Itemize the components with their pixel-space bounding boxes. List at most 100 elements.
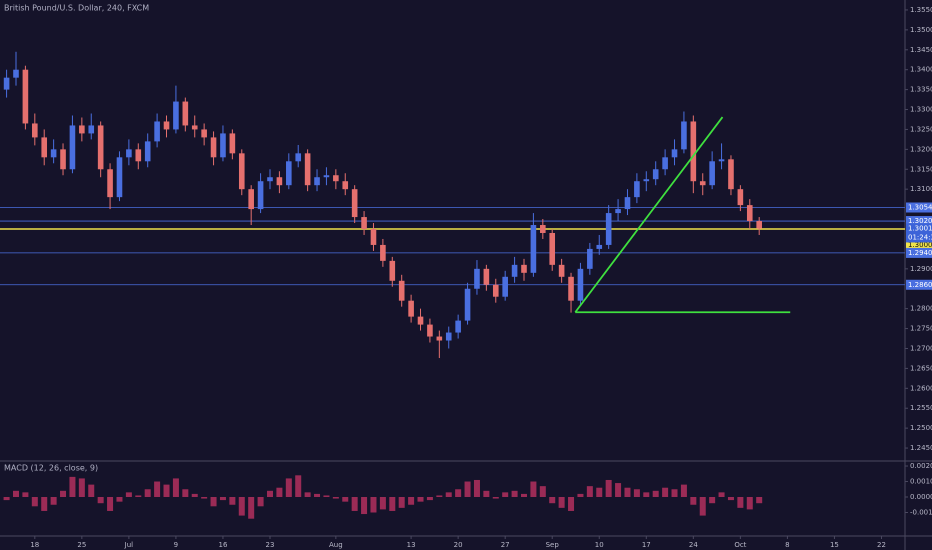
candle-body <box>398 280 405 301</box>
x-tick-label: 17 <box>642 541 651 549</box>
candle-body <box>248 189 254 210</box>
candle-body <box>577 268 584 301</box>
candle-body <box>662 157 668 170</box>
macd-bar <box>520 493 527 498</box>
macd-bar <box>464 481 471 498</box>
level-label: 1.28600 <box>908 281 932 289</box>
candle-body <box>210 137 217 158</box>
macd-bar <box>370 497 377 513</box>
macd-bar <box>50 497 57 505</box>
macd-bar <box>60 490 67 498</box>
level-label: 1.30540 <box>908 203 932 211</box>
macd-bar <box>201 497 208 499</box>
macd-bar <box>107 497 114 511</box>
candle-body <box>709 161 715 186</box>
macd-bar <box>285 478 292 498</box>
y-tick-label: 1.35000 <box>910 26 932 34</box>
candle-body <box>605 213 612 245</box>
macd-bar <box>426 497 433 501</box>
x-tick-label: 16 <box>218 541 227 549</box>
macd-bar <box>210 497 217 507</box>
macd-bar <box>671 489 678 498</box>
candle-body <box>530 225 537 273</box>
candle-body <box>50 149 57 158</box>
y-tick-label: 1.34500 <box>910 46 932 54</box>
macd-bar <box>737 497 744 508</box>
macd-bar <box>379 497 386 510</box>
macd-bar <box>323 495 330 498</box>
candle-body <box>699 181 706 186</box>
macd-bar <box>332 497 339 499</box>
candle-body <box>342 181 349 190</box>
x-tick-label: Aug <box>329 541 343 549</box>
macd-bar <box>549 497 556 504</box>
candle-body <box>97 125 104 170</box>
candle-body <box>511 264 518 277</box>
candle-body <box>304 153 311 186</box>
candle-body <box>22 69 29 124</box>
macd-bar <box>483 490 490 498</box>
y-tick-label: 1.33000 <box>910 106 932 114</box>
candle-body <box>41 137 48 158</box>
candle-body <box>257 181 264 210</box>
macd-bar <box>22 492 29 498</box>
macd-bar <box>473 479 480 498</box>
macd-bar <box>709 497 716 504</box>
y-tick-label: 1.34000 <box>910 66 932 74</box>
macd-bar <box>31 497 38 507</box>
candle-body <box>69 125 76 170</box>
macd-bar <box>624 487 631 498</box>
macd-bar <box>257 497 264 507</box>
macd-bar <box>191 493 198 498</box>
macd-bar <box>727 497 734 501</box>
candle-body <box>220 133 226 158</box>
candle-body <box>756 221 762 229</box>
candle-body <box>558 264 565 277</box>
candle-body <box>163 121 170 130</box>
macd-bar <box>342 497 349 502</box>
candle-body <box>549 232 556 265</box>
candle-body <box>314 177 320 186</box>
countdown-label: 01:24:37 <box>908 233 932 241</box>
macd-bar <box>680 484 687 498</box>
candle-body <box>370 229 377 245</box>
candle-body <box>681 121 687 150</box>
macd-bar <box>615 483 622 498</box>
macd-bar <box>662 487 669 498</box>
current-price-label: 1.30014 <box>908 224 932 232</box>
macd-bar <box>276 487 283 498</box>
candle-body <box>718 159 725 162</box>
y-tick-label: 1.26500 <box>910 364 932 372</box>
x-tick-label: 24 <box>689 541 698 549</box>
macd-bar <box>125 492 132 498</box>
candle-body <box>286 161 292 186</box>
x-tick-label: Jul <box>124 541 134 549</box>
macd-bar <box>3 497 10 501</box>
candle-body <box>737 189 744 206</box>
candle-body <box>107 169 113 198</box>
macd-bar <box>144 489 151 498</box>
candle-body <box>624 197 631 210</box>
x-tick-label: 13 <box>407 541 416 549</box>
macd-bar <box>511 490 518 498</box>
level-label: 1.30000 <box>908 241 932 249</box>
candle-body <box>596 244 603 249</box>
candle-body <box>615 209 621 214</box>
macd-bar <box>445 492 452 498</box>
macd-bar <box>97 497 104 504</box>
macd-bar <box>361 497 368 515</box>
candle-body <box>728 159 734 190</box>
macd-bar <box>699 497 706 516</box>
macd-bar <box>577 493 584 498</box>
candle-body <box>455 320 461 333</box>
trend-line <box>574 116 724 313</box>
level-label: 1.30200 <box>908 217 932 225</box>
macd-bar <box>69 476 76 498</box>
level-label: 1.29400 <box>908 249 932 257</box>
candle-body <box>417 316 424 325</box>
x-tick-label: Oct <box>734 541 746 549</box>
